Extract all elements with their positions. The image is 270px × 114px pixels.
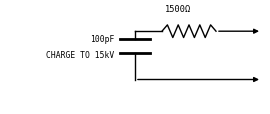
Text: 1500Ω: 1500Ω bbox=[165, 5, 191, 14]
Text: CHARGE TO 15kV: CHARGE TO 15kV bbox=[46, 50, 115, 59]
Text: 100pF: 100pF bbox=[90, 34, 115, 43]
